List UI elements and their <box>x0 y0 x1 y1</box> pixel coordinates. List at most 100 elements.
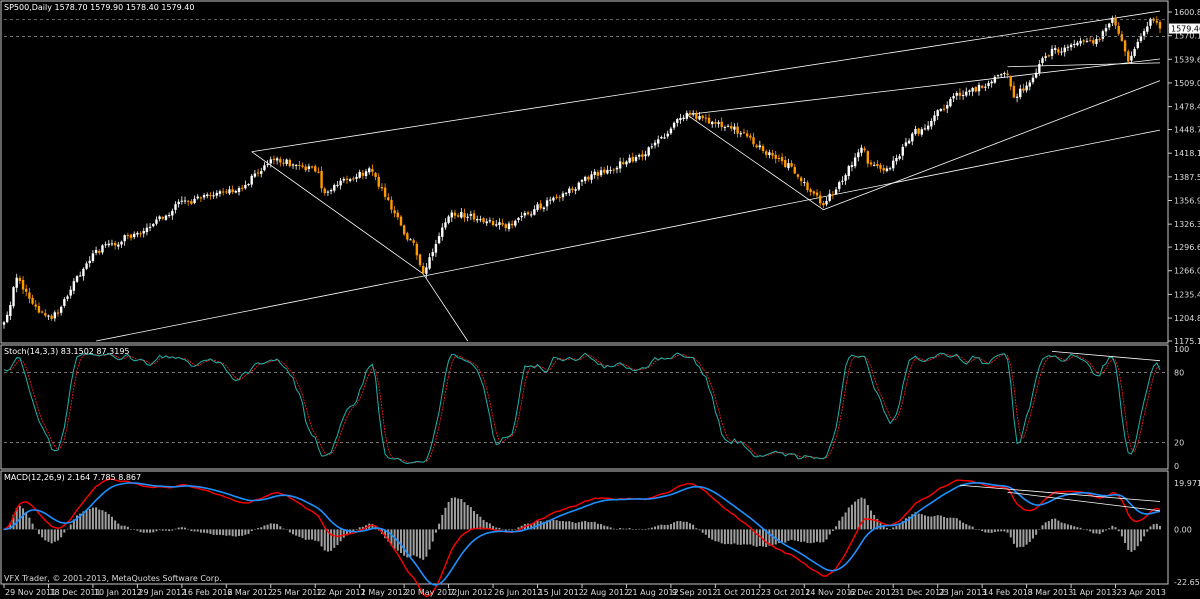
candle-body <box>888 168 892 170</box>
candle <box>240 184 244 192</box>
candle-body <box>676 119 679 123</box>
candle-body <box>641 154 644 157</box>
candle-body <box>933 115 936 122</box>
candle <box>456 213 460 218</box>
candle-body <box>1136 41 1139 48</box>
macd-histogram-bar <box>434 529 437 533</box>
candle <box>701 114 704 122</box>
macd-histogram-bar <box>717 529 720 542</box>
candle <box>18 275 22 285</box>
candle <box>361 170 365 180</box>
candle <box>1123 39 1127 57</box>
candle <box>167 212 171 218</box>
candle-body <box>383 187 387 197</box>
candle <box>1012 81 1016 99</box>
candle-body <box>834 189 838 194</box>
macd-histogram-bar <box>819 529 822 543</box>
macd-histogram-bar <box>272 523 275 530</box>
candle <box>218 189 222 197</box>
candle <box>876 160 879 169</box>
candle-body <box>25 288 28 292</box>
candle <box>495 220 498 228</box>
macd-histogram-bar <box>638 528 641 530</box>
candle <box>1066 44 1070 51</box>
price-tick-label: 1387.50 <box>1174 173 1200 182</box>
macd-histogram-bar <box>977 529 980 530</box>
macd-histogram-bar <box>1136 529 1139 547</box>
candle-body <box>371 168 374 172</box>
candle-body <box>228 189 231 194</box>
macd-histogram-bar <box>669 523 672 530</box>
candle <box>803 177 806 187</box>
macd-histogram-bar <box>647 528 650 530</box>
macd-histogram-bar <box>292 529 294 535</box>
macd-histogram-bar <box>803 529 806 542</box>
candle-body <box>1066 46 1070 48</box>
candle-body <box>733 126 736 130</box>
macd-pane[interactable] <box>0 470 1169 585</box>
macd-tick-label: 19.971 <box>1174 479 1200 488</box>
candle-body <box>279 159 282 163</box>
macd-histogram-bar <box>1070 525 1073 530</box>
candle-body <box>1063 47 1066 53</box>
candle-body <box>333 184 336 191</box>
macd-histogram-bar <box>149 529 152 533</box>
trendline-down-1 <box>251 151 424 275</box>
macd-histogram-bar <box>476 514 479 530</box>
candle <box>818 191 822 207</box>
current-price-box <box>1169 23 1200 34</box>
candle <box>641 150 644 161</box>
candle-body <box>75 276 79 282</box>
candle-body <box>542 207 546 210</box>
candle-body <box>1044 56 1047 58</box>
candle-body <box>758 145 762 148</box>
macd-histogram-bar <box>666 524 669 530</box>
candle <box>1107 22 1111 31</box>
price-pane[interactable] <box>0 0 1169 344</box>
candle <box>733 123 736 134</box>
stoch-pane[interactable] <box>0 344 1169 470</box>
candle-body <box>590 174 593 180</box>
candle-body <box>695 113 698 119</box>
candle-body <box>644 154 647 157</box>
candle <box>965 87 968 98</box>
candle-body <box>771 153 774 156</box>
price-tick-label: 1235.40 <box>1174 290 1200 299</box>
candle <box>685 110 689 121</box>
candle-body <box>120 241 123 245</box>
candle <box>939 108 943 112</box>
macd-histogram-bar <box>22 508 25 530</box>
macd-histogram-bar <box>701 529 704 533</box>
candle-body <box>18 278 22 281</box>
candle-body <box>1073 44 1076 46</box>
macd-histogram-bar <box>663 525 666 530</box>
candle <box>749 133 752 141</box>
macd-histogram-bar <box>946 517 949 530</box>
candle <box>320 166 323 193</box>
candle <box>1152 17 1155 24</box>
macd-histogram-bar <box>504 529 507 531</box>
candle <box>91 250 95 263</box>
candle-body <box>825 200 828 205</box>
candle <box>1038 60 1041 76</box>
candle-body <box>180 200 184 202</box>
candle-body <box>558 197 561 199</box>
candle-body <box>707 117 711 124</box>
macd-histogram-bar <box>15 507 18 530</box>
macd-histogram-bar <box>177 527 180 530</box>
candle-body <box>549 199 552 201</box>
candle <box>21 276 25 294</box>
macd-histogram-bar <box>927 516 930 530</box>
candle <box>371 164 374 176</box>
candle <box>644 150 647 161</box>
candle <box>631 152 635 163</box>
candle-body <box>517 217 520 221</box>
candle <box>949 97 952 108</box>
candle <box>545 197 549 211</box>
macd-histogram-bar <box>457 498 460 530</box>
candle <box>717 120 720 128</box>
candle <box>726 124 730 128</box>
price-tick-label: 1539.60 <box>1174 55 1200 64</box>
date-tick-label: 8 Mar 2013 <box>1028 588 1074 597</box>
